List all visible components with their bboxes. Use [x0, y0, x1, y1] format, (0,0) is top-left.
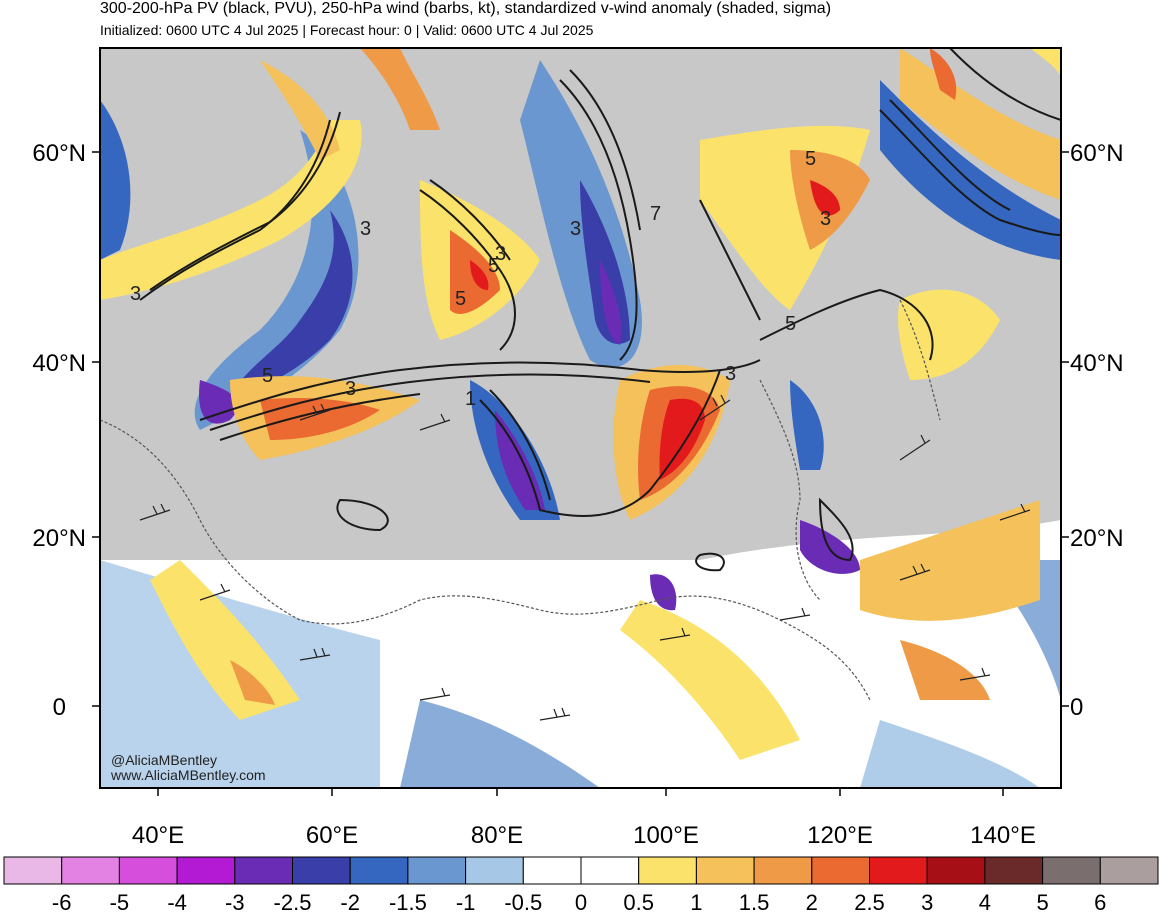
- colorbar-swatch: [926, 856, 986, 885]
- colorbar-label: 2.5: [854, 890, 885, 913]
- pv-label: 5: [455, 288, 466, 310]
- colorbar-label: 5: [1036, 890, 1048, 913]
- pv-label: 3: [725, 363, 736, 385]
- latitude-labels-right: 60°N 40°N 20°N 0: [1070, 140, 1124, 721]
- axis-ticks: [92, 151, 1069, 796]
- colorbar-swatch: [869, 856, 928, 885]
- colorbar-label: -5: [110, 890, 130, 913]
- colorbar-swatch: [176, 856, 236, 885]
- colorbar-swatch: [234, 856, 294, 885]
- colorbar: -6 -5 -4 -3 -2.5 -2 -1.5 -1 -0.5 0 0.5 1 1.5 2 2.5 3 4 5 6: [3, 856, 1159, 913]
- pv-label: 7: [650, 203, 661, 225]
- colorbar-label: -2.5: [274, 890, 312, 913]
- pv-label: 3: [130, 283, 141, 305]
- colorbar-swatch: [465, 856, 524, 885]
- pv-label: 1: [465, 388, 476, 410]
- colorbar-swatch: [753, 856, 813, 885]
- colorbar-swatch: [580, 856, 640, 885]
- colorbar-label: -6: [52, 890, 72, 913]
- pv-label: 3: [495, 243, 506, 265]
- lat-label: 40°N: [1070, 350, 1124, 377]
- pv-contour-labels: 3 3 5 3 5 5 3 1 3 5 3 5 3 5 7: [130, 148, 831, 410]
- pv-label: 5: [488, 255, 499, 277]
- colorbar-label: -3: [225, 890, 245, 913]
- colorbar-swatch: [811, 856, 870, 885]
- colorbar-label: 3: [921, 890, 933, 913]
- colorbar-label: 2: [806, 890, 818, 913]
- lon-label: 80°E: [471, 822, 523, 849]
- pv-label: 5: [262, 365, 273, 387]
- colorbar-swatch: [349, 856, 409, 885]
- colorbar-label: 1.5: [739, 890, 770, 913]
- colorbar-label: 4: [979, 890, 991, 913]
- credit-site: www.AliciaMBentley.com: [111, 767, 266, 783]
- colorbar-swatch: [407, 856, 467, 885]
- colorbar-swatch: [1099, 856, 1159, 885]
- pv-label: 3: [570, 218, 581, 240]
- lon-label: 140°E: [970, 822, 1036, 849]
- chart-title: 300-200-hPa PV (black, PVU), 250-hPa win…: [100, 0, 832, 17]
- lon-label: 100°E: [633, 822, 699, 849]
- coastlines: [100, 299, 941, 701]
- lat-label: 0: [1070, 694, 1083, 721]
- lon-label: 120°E: [807, 822, 873, 849]
- colorbar-label: 1: [690, 890, 702, 913]
- colorbar-swatch: [522, 856, 582, 885]
- pv-label: 3: [820, 208, 831, 230]
- lon-label: 60°E: [306, 822, 358, 849]
- pv-label: 3: [345, 378, 356, 400]
- colorbar-swatch: [984, 856, 1044, 885]
- pv-contours: [139, 48, 1061, 572]
- lat-label: 20°N: [1070, 525, 1124, 552]
- colorbar-label: -1: [456, 890, 476, 913]
- lon-label: 40°E: [132, 822, 184, 849]
- colorbar-label: -2: [340, 890, 360, 913]
- pv-label: 5: [805, 148, 816, 170]
- colorbar-label: -4: [167, 890, 187, 913]
- colorbar-swatch: [695, 856, 755, 885]
- wind-barbs: [139, 394, 1031, 721]
- pv-label: 3: [360, 218, 371, 240]
- colorbar-label: 0.5: [623, 890, 654, 913]
- colorbar-label: 6: [1094, 890, 1106, 913]
- colorbar-label: -0.5: [504, 890, 542, 913]
- colorbar-swatch: [1042, 856, 1101, 885]
- credit-handle: @AliciaMBentley: [111, 752, 218, 768]
- lat-label: 0: [53, 694, 66, 721]
- colorbar-label: -1.5: [389, 890, 427, 913]
- lat-label: 60°N: [1070, 140, 1124, 167]
- pv-label: 5: [785, 313, 796, 335]
- longitude-labels: 40°E 60°E 80°E 100°E 120°E 140°E: [132, 822, 1036, 849]
- lat-label: 60°N: [32, 140, 86, 167]
- anomaly-shading: [100, 48, 1061, 788]
- colorbar-swatch: [118, 856, 178, 885]
- colorbar-swatch: [638, 856, 697, 885]
- latitude-labels-left: 60°N 40°N 20°N 0: [32, 140, 86, 721]
- lat-label: 40°N: [32, 350, 86, 377]
- map-frame: [99, 47, 1062, 789]
- colorbar-swatch: [292, 856, 351, 885]
- colorbar-label: 0: [575, 890, 587, 913]
- lat-label: 20°N: [32, 525, 86, 552]
- colorbar-swatch: [3, 856, 63, 885]
- colorbar-swatch: [61, 856, 120, 885]
- chart-subtitle: Initialized: 0600 UTC 4 Jul 2025 | Forec…: [100, 22, 594, 38]
